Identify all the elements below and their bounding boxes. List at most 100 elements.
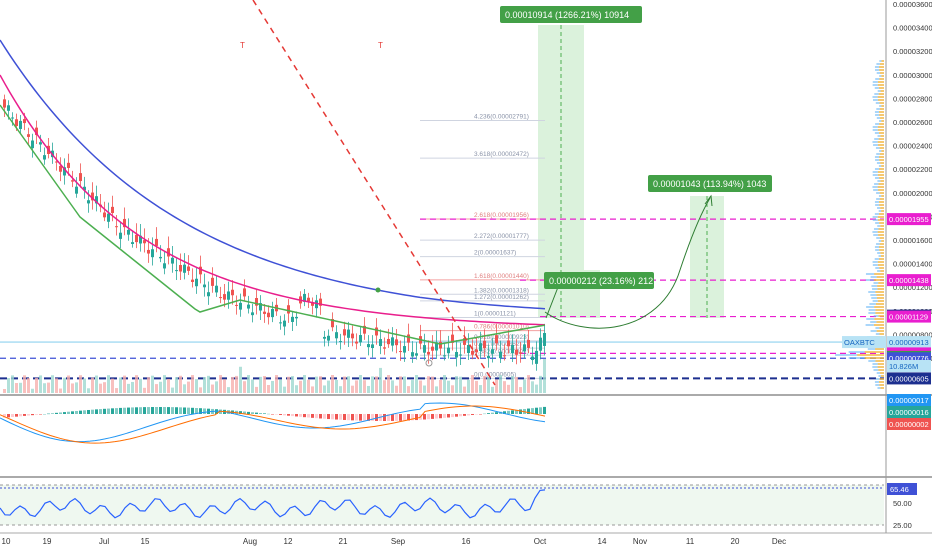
macd-histogram-bar [255,412,258,414]
candle-body [103,212,106,218]
candle-body [231,289,234,296]
volume-profile-bar [872,96,878,98]
volume-bar [275,375,278,393]
volume-profile-bar [877,288,884,290]
volume-bar [47,382,50,393]
volume-bar [19,382,22,393]
macd-histogram-bar [39,414,42,415]
volume-bar [299,380,302,393]
volume-bar [439,379,442,393]
target-label-box [500,6,642,23]
volume-profile-bar [872,126,878,128]
macd-histogram-bar [123,407,126,414]
candle-body [447,347,450,354]
volume-profile-bar [872,174,878,176]
volume-profile-bar [875,159,880,161]
candle-body [283,320,286,327]
volume-profile-bar [871,285,878,287]
volume-profile-bar [872,231,878,233]
candle-body [239,302,242,310]
candle-body [307,297,310,302]
fib-level-label: 1.618(0.00001440) [474,273,529,280]
volume-profile-bar [879,120,882,122]
volume-profile-bar [873,99,878,101]
candle-body [111,206,114,214]
volume-bar [235,375,238,393]
volume-profile-bar [873,279,884,281]
macd-histogram-bar [19,414,22,417]
volume-bar [503,381,506,393]
volume-profile-bar [875,114,880,116]
volume-bar [399,376,402,393]
volume-profile-bar [879,204,884,206]
volume-profile-bar [877,174,884,176]
volume-profile-bar [880,90,884,92]
candle-body [291,316,294,322]
volume-profile-bar [875,78,880,80]
volume-profile-bar [878,255,881,257]
volume-bar [339,386,342,393]
volume-profile-bar [881,165,884,167]
volume-profile-bar [872,81,878,83]
rsi-badge-label: 65.46 [890,485,909,494]
macd-badge [887,394,931,406]
macd-histogram-bar [163,407,166,414]
marker-t: T [240,41,245,50]
macd-histogram-bar [415,414,418,421]
candle-body [35,127,38,136]
candle-body [63,167,66,176]
ma-long-line [0,39,546,310]
candle-body [507,340,510,347]
volume-profile-bar [879,237,884,239]
volume-profile-bar [873,282,879,284]
time-axis-tick: 16 [462,537,471,546]
volume-profile-bar [872,288,878,290]
volume-bar [31,388,34,393]
volume-bar [427,376,430,393]
volume-profile-bar [872,264,878,266]
volume-profile-bar [879,333,884,335]
volume-profile-bar [877,264,884,266]
candle-body [119,232,122,239]
candle-body [191,279,194,282]
candle-body [423,345,426,353]
volume-profile-bar [878,315,884,317]
volume-profile-bar [877,300,884,302]
volume-bar [215,381,218,393]
macd-histogram-bar [119,407,122,414]
candle-body [39,142,42,145]
candle-body [215,285,218,293]
volume-profile-bar [879,123,884,125]
candle-body [531,356,534,361]
volume-bar [435,386,438,393]
volume-profile-bar [857,354,884,356]
volume-profile-bar [878,210,882,212]
target-label: 0.00010914 (1266.21%) 10914 [505,10,629,20]
candle-body [355,341,358,344]
candle-body [243,288,246,297]
volume-profile-bar [872,129,878,131]
macd-histogram-bar [239,411,242,414]
volume-profile-bar [864,351,884,353]
volume-profile-bar [866,318,875,320]
candle-body [143,240,146,244]
volume-bar [75,382,78,393]
volume-profile-bar [878,213,884,215]
volume-profile-bar [873,144,878,146]
candle-body [439,341,442,349]
volume-profile-bar [877,99,884,101]
volume-bar [39,375,42,393]
volume-bar [387,375,390,393]
candle-body [471,350,474,355]
volume-profile-bar [877,216,884,218]
volume-badge-label: 10.826M [889,362,918,371]
macd-badge-label: 0.00000017 [889,396,929,405]
candle-body [175,270,178,272]
macd-histogram-bar [355,414,358,421]
volume-bar [319,376,322,393]
volume-profile-bar [881,120,884,122]
volume-bar [55,378,58,393]
volume-bar [415,375,418,393]
volume-profile-bar [879,108,884,110]
